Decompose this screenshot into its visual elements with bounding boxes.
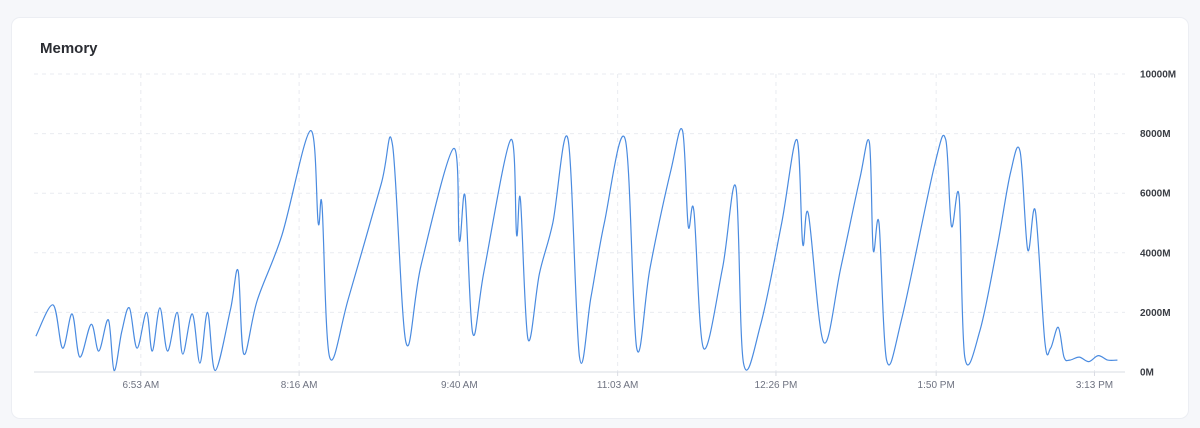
x-tick-label: 11:03 AM	[597, 380, 639, 391]
card-title: Memory	[40, 40, 98, 57]
memory-series-line	[35, 128, 1118, 372]
memory-card: Memory 0M 2000M 4000M 6000M 8000M 10000M 6:53 …	[12, 18, 1188, 418]
y-tick-label: 0M	[1140, 368, 1154, 379]
y-tick-label: 10000M	[1140, 70, 1176, 81]
x-tick-label: 1:50 PM	[918, 380, 955, 391]
axes	[34, 371, 1125, 376]
tick-labels: 0M 2000M 4000M 6000M 8000M 10000M 6:53 AM 8:16 …	[122, 70, 1176, 392]
x-tick-label: 6:53 AM	[122, 380, 159, 391]
y-tick-label: 2000M	[1140, 308, 1171, 319]
y-tick-label: 4000M	[1140, 248, 1171, 259]
y-tick-label: 6000M	[1140, 189, 1171, 200]
x-tick-label: 3:13 PM	[1076, 380, 1113, 391]
x-tick-label: 12:26 PM	[755, 380, 798, 391]
grid-lines	[34, 73, 1125, 372]
y-tick-label: 8000M	[1140, 129, 1171, 140]
x-tick-label: 9:40 AM	[441, 380, 478, 391]
series-layer	[35, 128, 1118, 372]
x-tick-label: 8:16 AM	[281, 380, 318, 391]
memory-chart: 0M 2000M 4000M 6000M 8000M 10000M 6:53 AM 8:16 …	[34, 70, 1176, 392]
